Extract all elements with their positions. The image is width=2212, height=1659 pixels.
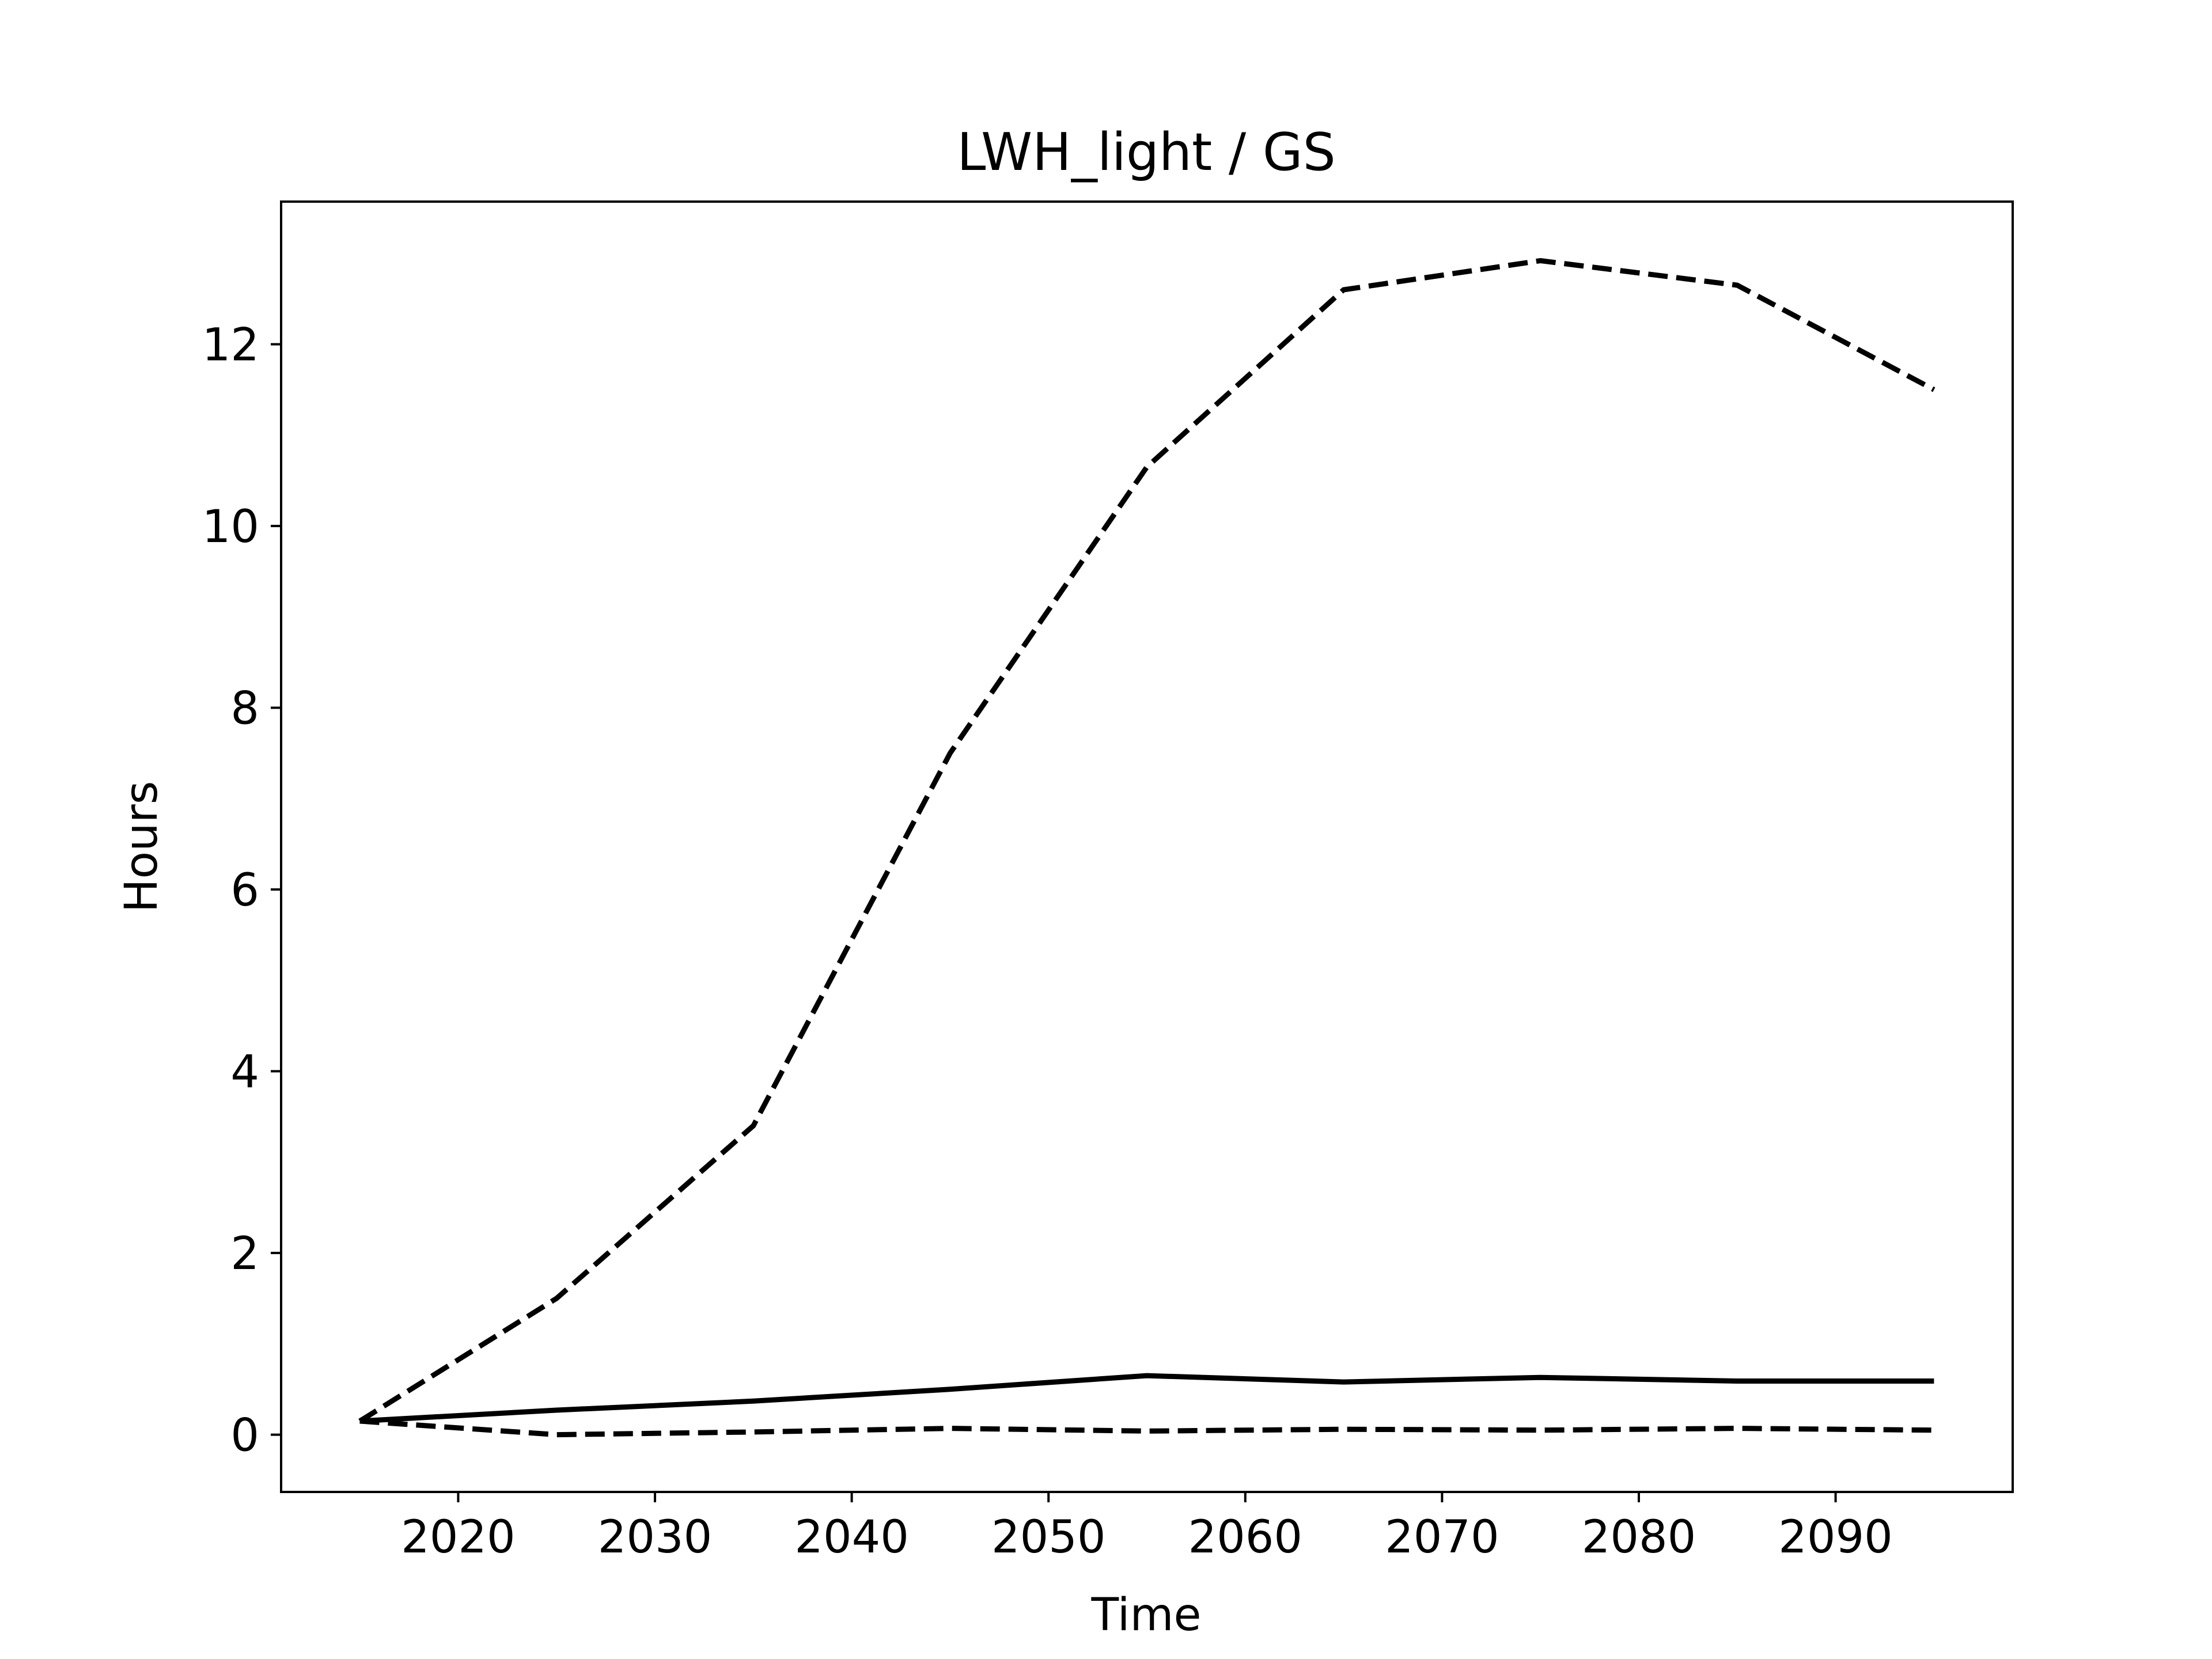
x-axis-ticks: 2020 2030 2040 2050 2060 2070 2080 2090 [401, 1492, 1893, 1563]
x-tick-label: 2080 [1582, 1512, 1696, 1563]
y-tick-label: 4 [230, 1047, 259, 1099]
x-tick-label: 2040 [794, 1512, 909, 1563]
x-tick-label: 2060 [1188, 1512, 1303, 1563]
x-axis-label: Time [1091, 1589, 1202, 1641]
chart-title: LWH_light / GS [957, 122, 1335, 183]
series-line-3 [359, 1418, 1934, 1438]
y-tick-label: 2 [230, 1228, 259, 1280]
plot-frame [280, 200, 2014, 1493]
x-tick-label: 2050 [991, 1512, 1106, 1563]
x-tick-label: 2090 [1778, 1512, 1893, 1563]
y-tick-label: 8 [230, 683, 259, 735]
series-line-2 [359, 1373, 1934, 1424]
y-tick-label: 0 [230, 1410, 259, 1462]
series-layer [358, 257, 1936, 1438]
x-tick-label: 2020 [401, 1512, 516, 1563]
y-tick-label: 12 [202, 320, 259, 372]
y-tick-label: 10 [202, 501, 259, 553]
y-axis-label: Hours [116, 781, 168, 913]
x-tick-label: 2030 [598, 1512, 713, 1563]
series-line-1 [358, 257, 1936, 1423]
x-tick-label: 2070 [1385, 1512, 1499, 1563]
y-tick-label: 6 [230, 865, 259, 916]
y-axis-ticks: 0 2 4 6 8 10 12 [202, 320, 281, 1462]
